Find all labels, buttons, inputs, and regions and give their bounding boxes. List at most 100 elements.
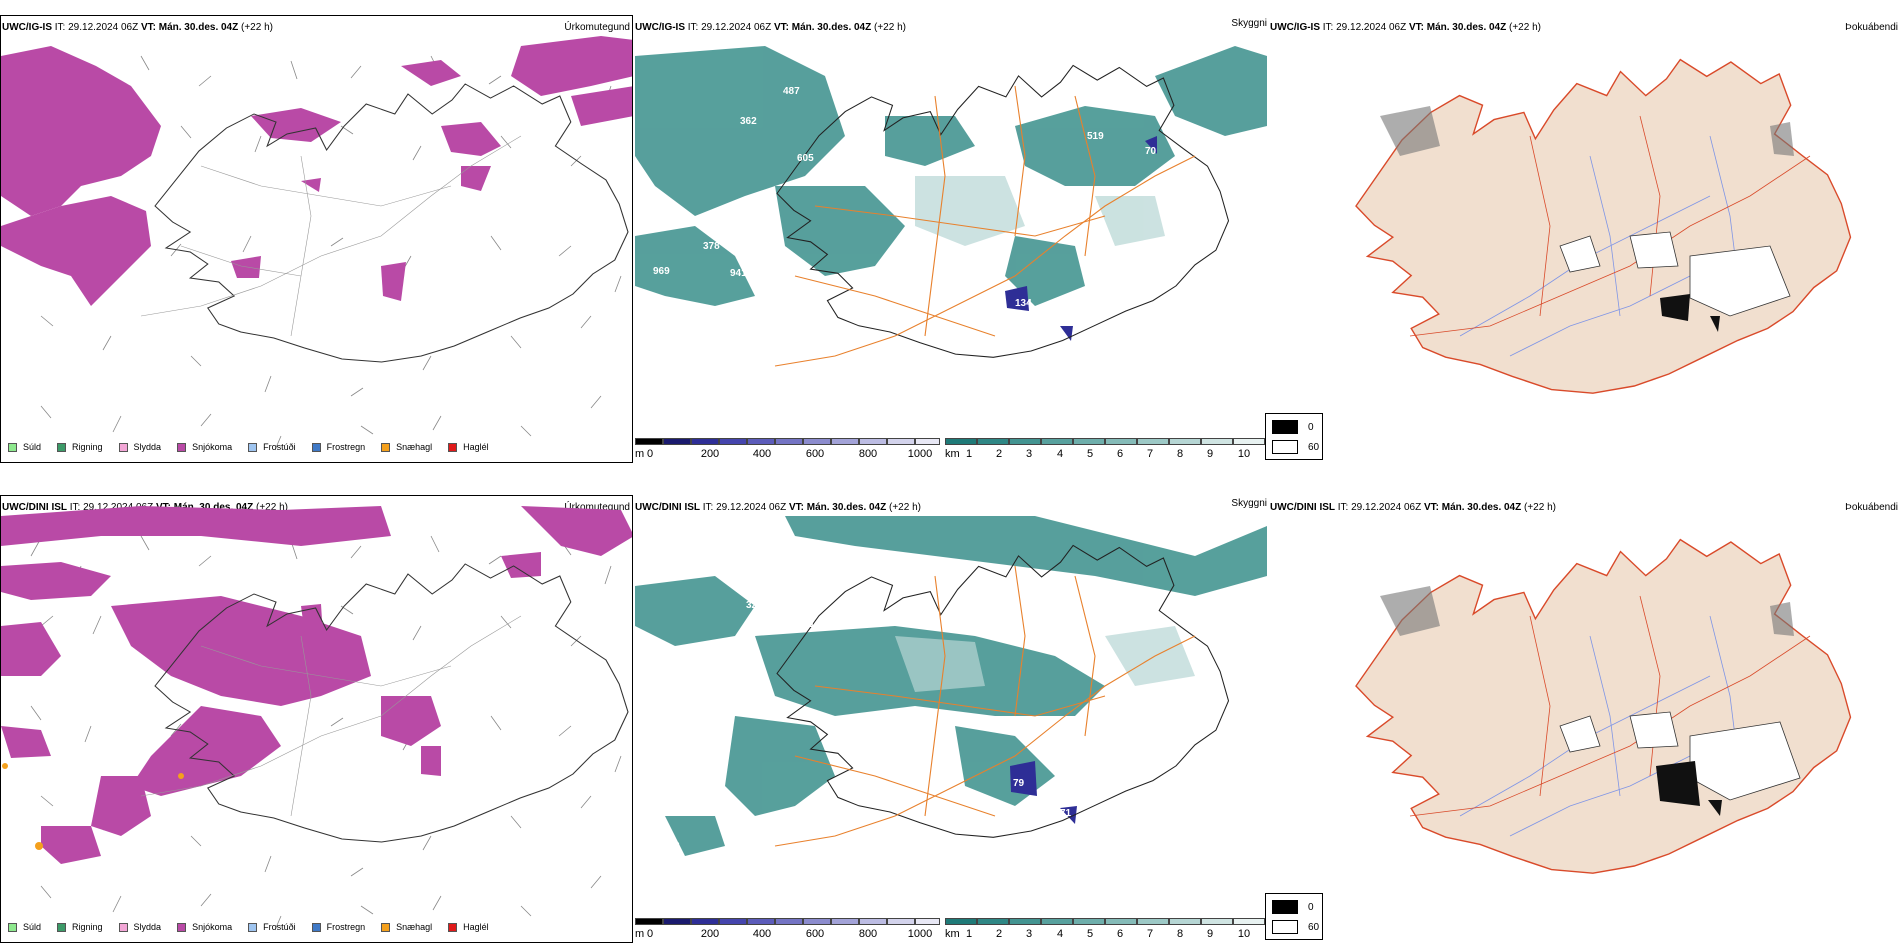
legend-swatch — [57, 442, 67, 452]
legend-item: Súld — [8, 922, 41, 932]
legend-label: Slydda — [133, 922, 162, 932]
legend-label: Slydda — [133, 442, 162, 452]
lead-time: (+22 h) — [241, 22, 273, 33]
cbar-unit: m — [635, 448, 645, 460]
model-label: UWC/DINI ISL — [635, 502, 700, 513]
cbar-seg — [1009, 438, 1041, 445]
legend-swatch — [8, 442, 17, 452]
cbar-unit: km — [945, 448, 960, 460]
vt-label: VT: — [140, 22, 156, 33]
cbar-seg — [1201, 438, 1233, 445]
legend-swatch — [448, 442, 458, 452]
fog-legend-row: 60 — [1272, 440, 1319, 454]
vis-numbers: 487 362 605 519 70 378 969 941 134 — [653, 86, 1157, 309]
cbar-tick: 0 — [646, 448, 654, 460]
legend-label: Frostregn — [326, 922, 366, 932]
vis-title: Skyggni — [1231, 18, 1267, 29]
glaciers — [1559, 231, 1791, 317]
lead-time: (+22 h) — [874, 22, 906, 33]
cbar-seg — [1041, 918, 1073, 925]
visibility-map: 487 362 605 519 70 378 969 941 134 — [635, 36, 1267, 431]
vis-header: UWC/IG-IS IT: 29.12.2024 06Z VT: Mán. 30… — [635, 22, 906, 33]
it-label: IT: — [687, 22, 699, 33]
cbar-seg — [859, 918, 887, 925]
cbar-seg — [977, 918, 1009, 925]
it-value: 29.12.2024 06Z — [1351, 502, 1422, 513]
legend-label: Rigning — [72, 922, 103, 932]
cbar-seg — [803, 918, 831, 925]
legend-label: Frostregn — [326, 442, 366, 452]
it-label: IT: — [1337, 502, 1349, 513]
cbar-seg — [803, 438, 831, 445]
cbar-tick: 3 — [1025, 928, 1033, 940]
cbar-tick: 400 — [752, 928, 772, 940]
cbar-tick: 10 — [1237, 448, 1251, 460]
cbar-seg — [887, 438, 915, 445]
fog-legend-row: 60 — [1272, 920, 1319, 934]
precip-map-svg — [1, 506, 632, 931]
cbar-tick: 7 — [1146, 448, 1154, 460]
cbar-tick: 4 — [1056, 448, 1064, 460]
legend-item: Frostregn — [311, 922, 366, 932]
vis-number: 362 — [740, 116, 757, 127]
vis-number: 70 — [1145, 146, 1157, 157]
vis-number: 378 — [703, 241, 720, 252]
legend-swatch — [381, 442, 391, 452]
fog-map — [1290, 516, 1900, 916]
fog-legend: 0 60 — [1265, 413, 1323, 460]
fog-dark — [1660, 294, 1720, 332]
snow-areas — [1, 36, 632, 306]
vt-value: Mán. 30.des. 04Z — [1441, 502, 1522, 513]
cbar-seg — [719, 918, 747, 925]
cbar-unit: km — [945, 928, 960, 940]
cbar-tick: 7 — [1146, 928, 1154, 940]
roads — [774, 85, 1196, 367]
legend-label: Haglél — [463, 442, 489, 452]
legend-swatch — [311, 442, 321, 452]
legend-label: Snæhagl — [396, 442, 433, 452]
fog-title: Þokuábendi — [1845, 22, 1898, 33]
vis-number: 903 — [663, 841, 680, 852]
it-value: 29.12.2024 06Z — [716, 502, 787, 513]
vt-value: Mán. 30.des. 04Z — [791, 22, 872, 33]
legend-item: Slydda — [118, 922, 162, 932]
legend-label: Frostúði — [263, 922, 296, 932]
cbar-seg — [1233, 918, 1265, 925]
cbar-tick: 1000 — [907, 448, 933, 460]
vis-number: 79 — [1013, 778, 1025, 789]
cbar-tick: 0 — [646, 928, 654, 940]
vis-number: 969 — [653, 266, 670, 277]
cbar-seg — [747, 438, 775, 445]
legend-swatch — [248, 922, 258, 932]
cbar-seg — [691, 438, 719, 445]
legend-item: Rigning — [57, 922, 103, 932]
vis-number: 751 — [798, 619, 815, 630]
legend-item: Frostúði — [248, 922, 296, 932]
vis-number: 134 — [1015, 298, 1032, 309]
vt-label: VT: — [1423, 502, 1439, 513]
precip-title: Úrkomutegund — [564, 22, 630, 33]
precip-legend: Súld Rigning Slydda Snjókoma Frostúði Fr… — [8, 442, 505, 452]
vis-number: 487 — [783, 86, 800, 97]
lead-time: (+22 h) — [889, 502, 921, 513]
cbar-seg — [635, 438, 663, 445]
fog-legend-swatch — [1272, 900, 1298, 914]
visibility-colorbar: km 1 2 3 4 5 6 7 8 9 10 — [945, 438, 1265, 464]
fog-map — [1290, 36, 1900, 436]
fog-legend-swatch — [1272, 920, 1298, 934]
cbar-tick: 1000 — [907, 928, 933, 940]
cbar-tick: 4 — [1056, 928, 1064, 940]
vt-label: VT: — [773, 22, 789, 33]
fog-header: UWC/DINI ISL IT: 29.12.2024 06Z VT: Mán.… — [1270, 502, 1556, 513]
legend-label: Snæhagl — [396, 922, 433, 932]
cbar-seg — [1041, 438, 1073, 445]
vis-number: 71 — [1060, 808, 1072, 819]
legend-item: Snjókoma — [177, 922, 232, 932]
cbar-tick: 8 — [1176, 448, 1184, 460]
vis-number: 322 — [746, 600, 763, 611]
legend-label: Snjókoma — [192, 922, 233, 932]
vt-value: Mán. 30.des. 04Z — [1426, 22, 1507, 33]
cbar-tick: 1 — [965, 928, 973, 940]
cbar-seg — [1137, 918, 1169, 925]
cbar-seg — [915, 918, 940, 925]
